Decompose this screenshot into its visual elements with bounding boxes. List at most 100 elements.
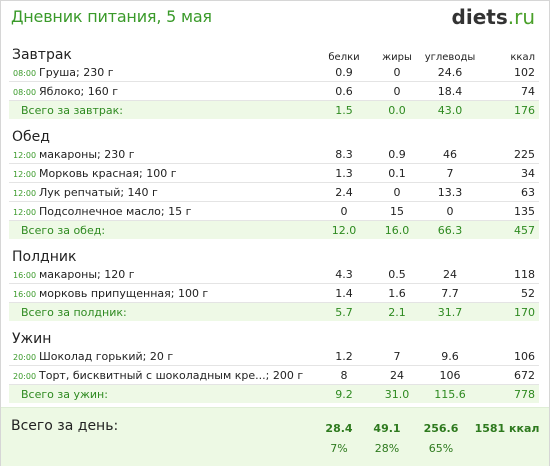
kcal-value: 63 xyxy=(483,182,539,202)
food-row[interactable]: 12:00 Лук репчатый; 140 г 2.4 0 13.3 63 xyxy=(9,182,539,202)
header-spacer xyxy=(417,245,483,265)
meal-total-carbs: 43.0 xyxy=(417,100,483,119)
header-spacer xyxy=(483,125,539,145)
food-cell: 20:00 Шоколад горький; 20 г xyxy=(9,347,311,366)
food-row[interactable]: 16:00 макароны; 120 г 4.3 0.5 24 118 xyxy=(9,265,539,284)
food-name: Морковь красная; 100 г xyxy=(39,166,177,180)
protein-value: 0.6 xyxy=(311,81,377,101)
meal-total-carbs: 31.7 xyxy=(417,302,483,321)
meal-total-row: Всего за ужин: 9.2 31.0 115.6 778 xyxy=(9,384,539,403)
protein-value: 4.3 xyxy=(311,265,377,284)
meal-total-protein: 9.2 xyxy=(311,384,377,403)
kcal-value: 74 xyxy=(483,81,539,101)
fat-value: 0.1 xyxy=(377,163,417,183)
carbs-value: 24.6 xyxy=(417,63,483,82)
protein-value: 2.4 xyxy=(311,182,377,202)
meal-total-fat: 0.0 xyxy=(377,100,417,119)
food-cell: 16:00 морковь припущенная; 100 г xyxy=(9,283,311,303)
header-spacer xyxy=(483,245,539,265)
food-cell: 12:00 Морковь красная; 100 г xyxy=(9,163,311,183)
food-cell: 08:00 Груша; 230 г xyxy=(9,63,311,82)
food-row[interactable]: 08:00 Яблоко; 160 г 0.6 0 18.4 74 xyxy=(9,81,539,101)
fat-value: 0 xyxy=(377,182,417,202)
fat-value: 0.9 xyxy=(377,145,417,164)
fat-value: 0.5 xyxy=(377,265,417,284)
meal-total-label: Всего за ужин: xyxy=(9,384,311,403)
meal-total-carbs: 115.6 xyxy=(417,384,483,403)
food-row[interactable]: 20:00 Шоколад горький; 20 г 1.2 7 9.6 106 xyxy=(9,347,539,366)
food-name: Торт, бисквитный с шоколадным кре...; 20… xyxy=(39,368,304,382)
food-row[interactable]: 12:00 Морковь красная; 100 г 1.3 0.1 7 34 xyxy=(9,163,539,183)
meal-total-protein: 12.0 xyxy=(311,220,377,239)
food-name: Груша; 230 г xyxy=(39,65,114,79)
meal-time: 12:00 xyxy=(13,169,37,179)
day-total-carbs: 256.6 xyxy=(423,422,459,435)
column-header-fat: жиры xyxy=(382,52,412,63)
meal-time: 20:00 xyxy=(13,371,37,381)
food-row[interactable]: 12:00 макароны; 230 г 8.3 0.9 46 225 xyxy=(9,145,539,164)
day-total-fat: 49.1 xyxy=(373,422,401,435)
fat-value: 24 xyxy=(377,365,417,385)
meal-total-fat: 16.0 xyxy=(377,220,417,239)
meal-total-label: Всего за полдник: xyxy=(9,302,311,321)
meal-title: Завтрак xyxy=(12,47,72,63)
meal-total-protein: 1.5 xyxy=(311,100,377,119)
header-spacer xyxy=(417,125,483,145)
header: Дневник питания, 5 мая diets.ru xyxy=(1,1,549,33)
meal-header-row: Ужин xyxy=(9,327,539,347)
header-spacer xyxy=(311,125,377,145)
food-name: морковь припущенная; 100 г xyxy=(39,286,209,300)
carbs-value: 106 xyxy=(417,365,483,385)
page-title: Дневник питания, 5 мая xyxy=(11,7,212,26)
carbs-value: 18.4 xyxy=(417,81,483,101)
carbs-value: 24 xyxy=(417,265,483,284)
fat-value: 15 xyxy=(377,201,417,221)
protein-value: 8 xyxy=(311,365,377,385)
food-row[interactable]: 16:00 морковь припущенная; 100 г 1.4 1.6 7.7… xyxy=(9,283,539,303)
food-row[interactable]: 20:00 Торт, бисквитный с шоколадным кре..… xyxy=(9,365,539,385)
meal-time: 12:00 xyxy=(13,188,37,198)
meal-time: 12:00 xyxy=(13,207,37,217)
protein-value: 0 xyxy=(311,201,377,221)
meal-time: 08:00 xyxy=(13,68,37,78)
kcal-value: 135 xyxy=(483,201,539,221)
meal-total-fat: 2.1 xyxy=(377,302,417,321)
kcal-value: 106 xyxy=(483,347,539,366)
day-fat-percent: 28% xyxy=(374,442,400,455)
kcal-value: 225 xyxy=(483,145,539,164)
protein-value: 1.3 xyxy=(311,163,377,183)
kcal-value: 52 xyxy=(483,283,539,303)
carbs-value: 9.6 xyxy=(417,347,483,366)
meal-total-kcal: 176 xyxy=(483,100,539,119)
meal-header-row: Завтрак белки жиры углеводы ккал xyxy=(9,43,539,63)
carbs-value: 46 xyxy=(417,145,483,164)
kcal-value: 672 xyxy=(483,365,539,385)
header-spacer xyxy=(377,245,417,265)
food-name: Шоколад горький; 20 г xyxy=(39,349,174,363)
meal-total-kcal: 778 xyxy=(483,384,539,403)
day-total-kcal: 1581 ккал xyxy=(474,422,540,435)
day-total-protein: 28.4 xyxy=(325,422,353,435)
food-name: макароны; 120 г xyxy=(39,267,135,281)
meal-title: Обед xyxy=(12,129,50,145)
food-row[interactable]: 08:00 Груша; 230 г 0.9 0 24.6 102 xyxy=(9,63,539,82)
food-row[interactable]: 12:00 Подсолнечное масло; 15 г 0 15 0 135 xyxy=(9,201,539,221)
meal-total-label: Всего за завтрак: xyxy=(9,100,311,119)
header-spacer xyxy=(311,245,377,265)
food-cell: 08:00 Яблоко; 160 г xyxy=(9,81,311,101)
header-spacer xyxy=(311,327,377,347)
food-name: макароны; 230 г xyxy=(39,147,135,161)
day-total-box: Всего за день: 28.4 49.1 256.6 1581 ккал… xyxy=(1,407,549,466)
meal-total-carbs: 66.3 xyxy=(417,220,483,239)
site-logo[interactable]: diets.ru xyxy=(452,5,535,29)
carbs-value: 7.7 xyxy=(417,283,483,303)
header-spacer xyxy=(377,327,417,347)
diary-table: Завтрак белки жиры углеводы ккал 08:00 Груша; … xyxy=(9,43,539,403)
kcal-value: 34 xyxy=(483,163,539,183)
food-cell: 12:00 макароны; 230 г xyxy=(9,145,311,164)
meal-time: 16:00 xyxy=(13,289,37,299)
carbs-value: 13.3 xyxy=(417,182,483,202)
meal-total-row: Всего за полдник: 5.7 2.1 31.7 170 xyxy=(9,302,539,321)
protein-value: 1.4 xyxy=(311,283,377,303)
